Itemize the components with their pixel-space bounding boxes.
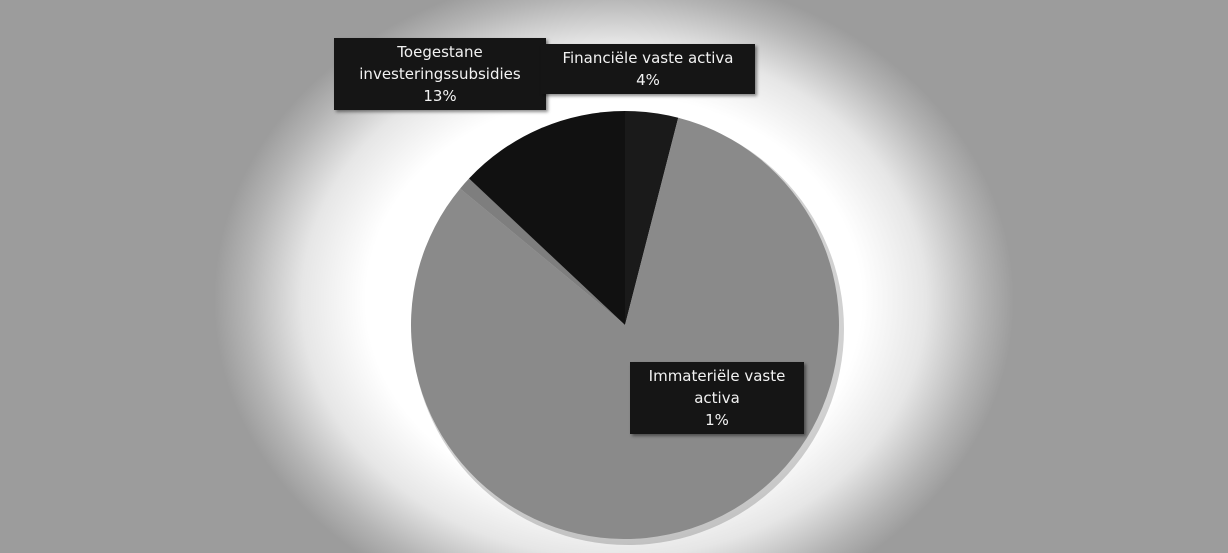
label-name-line-1: Toegestane: [397, 43, 483, 61]
pie-slice-2: [460, 178, 625, 325]
label-value: 1%: [705, 411, 729, 429]
data-label-immateriele-vaste-activa: Immateriële vaste activa 1%: [630, 362, 804, 434]
pie-slice-0: [625, 111, 679, 325]
label-value: 4%: [636, 71, 660, 89]
label-name-line-2: activa: [694, 389, 740, 407]
label-name-line-1: Immateriële vaste: [648, 367, 786, 385]
label-value: 13%: [423, 87, 457, 105]
data-label-toegestane-investeringssubsidies: Toegestane investeringssubsidies 13%: [334, 38, 546, 110]
pie-slice-3: [469, 111, 625, 325]
data-label-financiele-vaste-activa: Financiële vaste activa 4%: [541, 44, 755, 94]
label-name: Financiële vaste activa: [562, 49, 734, 67]
label-name-line-2: investeringssubsidies: [359, 65, 521, 83]
